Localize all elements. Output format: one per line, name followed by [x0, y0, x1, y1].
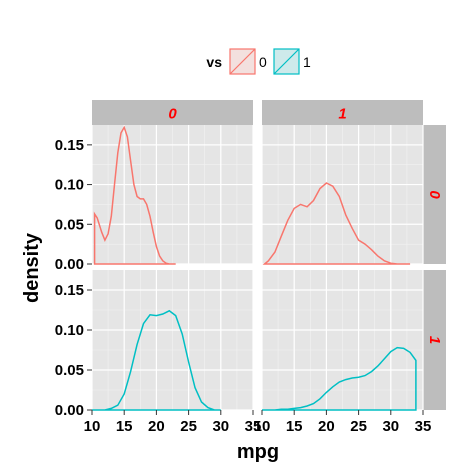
x-tick-label: 15	[286, 418, 303, 435]
legend-label: 1	[303, 54, 311, 70]
col-strip	[92, 100, 253, 125]
y-tick-label: 0.15	[55, 282, 84, 299]
x-tick-label: 10	[254, 418, 271, 435]
x-tick-label: 25	[350, 418, 367, 435]
y-axes: 0.00 0.05 0.10 0.15 0.00 0.05 0.10 0.15	[55, 137, 92, 419]
density-curve-vs-0	[262, 182, 411, 265]
facet-panels	[91, 125, 424, 411]
density-curve-vs-1	[92, 309, 221, 411]
facet-strips: 0 1 0 1	[92, 100, 446, 410]
legend-key-slash	[229, 48, 256, 75]
x-tick-label: 20	[148, 418, 165, 435]
density-curve-vs-1	[262, 346, 417, 411]
legend-label: 0	[259, 54, 267, 70]
row-strip-label: 0	[426, 190, 443, 199]
row-strip-label: 1	[426, 336, 443, 344]
x-tick-label: 35	[415, 418, 432, 435]
panel-0-1	[261, 125, 424, 265]
y-tick-label: 0.05	[55, 216, 84, 233]
x-tick-label: 30	[382, 418, 399, 435]
y-axis-title: density	[21, 232, 43, 303]
y-tick-label: 0.05	[55, 362, 84, 379]
y-tick-label: 0.00	[55, 402, 84, 419]
y-tick-label: 0.00	[55, 256, 84, 273]
x-tick-label: 30	[212, 418, 229, 435]
row-strip	[423, 125, 446, 264]
x-axis-title: mpg	[237, 441, 279, 463]
legend-title: vs	[206, 54, 222, 70]
x-tick-label: 20	[318, 418, 335, 435]
row-strip	[423, 270, 446, 410]
col-strip-label: 1	[338, 106, 346, 123]
y-tick-label: 0.10	[55, 177, 84, 194]
x-tick-label: 15	[116, 418, 133, 435]
legend: vs 0 1	[206, 47, 311, 76]
panel-1-1	[261, 270, 424, 411]
y-tick-label: 0.15	[55, 137, 84, 154]
x-tick-label: 10	[84, 418, 101, 435]
legend-key-slash	[273, 48, 300, 75]
panel-1-0	[91, 270, 254, 411]
y-tick-label: 0.10	[55, 322, 84, 339]
panel-0-0	[91, 125, 254, 265]
x-tick-label: 25	[180, 418, 197, 435]
col-strip-label: 0	[168, 106, 177, 123]
density-curve-vs-0	[93, 125, 176, 265]
col-strip	[262, 100, 423, 125]
x-tick-label: 35	[245, 418, 262, 435]
